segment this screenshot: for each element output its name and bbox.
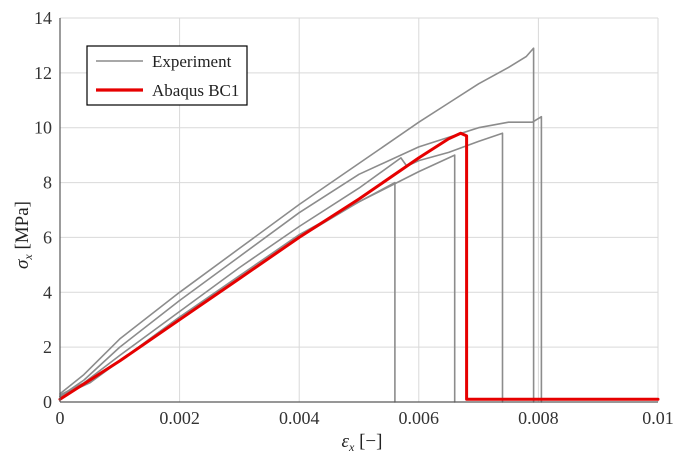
x-tick-label: 0.006 bbox=[399, 408, 440, 428]
y-axis-subscript: x bbox=[21, 254, 35, 261]
y-axis-symbol: σ bbox=[12, 259, 33, 269]
y-axis-unit: [MPa] bbox=[12, 201, 33, 254]
legend-label-abaqus: Abaqus BC1 bbox=[152, 81, 239, 100]
legend-label-experiment: Experiment bbox=[152, 52, 232, 71]
legend: Experiment Abaqus BC1 bbox=[86, 45, 248, 106]
tick-labels: 0 0.002 0.004 0.006 0.008 0.01 0 2 4 6 8 10 12 14 bbox=[34, 8, 674, 428]
y-tick-label: 10 bbox=[34, 118, 52, 138]
legend-box bbox=[86, 45, 248, 106]
x-axis-symbol: ε bbox=[342, 431, 350, 452]
series-line-experiment bbox=[59, 132, 504, 403]
series-line-experiment bbox=[59, 47, 535, 403]
grid bbox=[60, 17, 659, 402]
axes bbox=[59, 18, 658, 403]
x-tick-label: 0.004 bbox=[279, 408, 320, 428]
series-layer bbox=[58, 47, 660, 403]
x-tick-label: 0.008 bbox=[518, 408, 559, 428]
y-tick-label: 6 bbox=[43, 227, 52, 247]
x-axis-label: εx [−] bbox=[342, 431, 383, 454]
x-axis-unit: [−] bbox=[354, 431, 382, 452]
x-axis-subscript: x bbox=[348, 440, 355, 454]
x-tick-label: 0.01 bbox=[642, 408, 674, 428]
y-tick-label: 8 bbox=[43, 173, 52, 193]
y-tick-label: 14 bbox=[34, 8, 52, 28]
y-axis-label: σx [MPa] bbox=[12, 201, 35, 269]
series-line-abaqus-bc1 bbox=[58, 131, 660, 401]
x-tick-label: 0.002 bbox=[159, 408, 200, 428]
y-tick-label: 0 bbox=[43, 392, 52, 412]
y-tick-label: 4 bbox=[43, 282, 52, 302]
y-tick-label: 12 bbox=[34, 63, 52, 83]
series-line-experiment bbox=[59, 115, 543, 403]
x-tick-label: 0 bbox=[56, 408, 65, 428]
y-tick-label: 2 bbox=[43, 337, 52, 357]
